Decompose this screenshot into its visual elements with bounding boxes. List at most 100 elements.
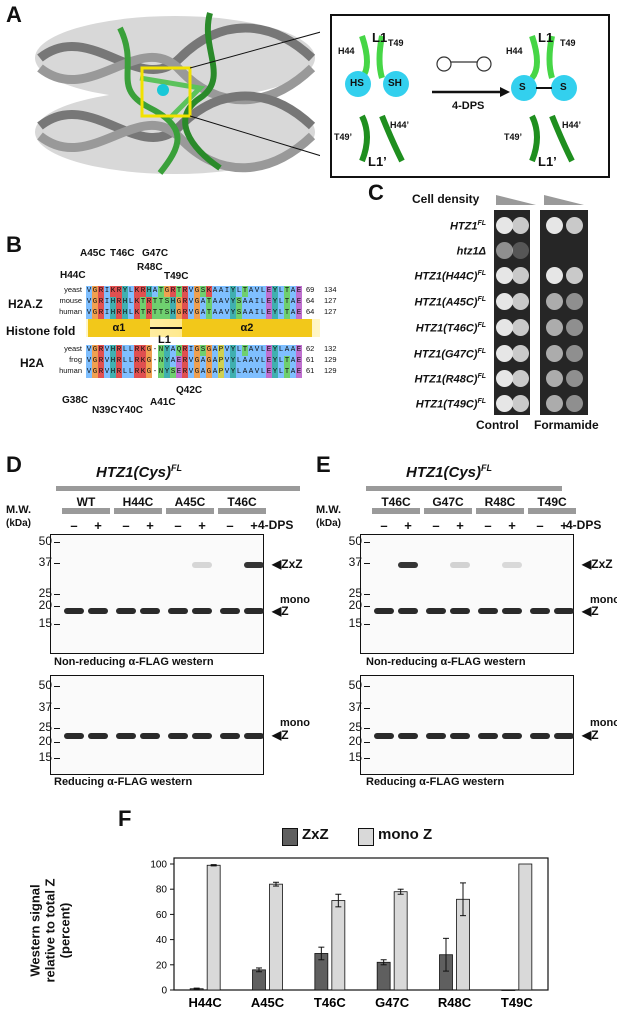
minus-label: – [174, 518, 182, 533]
strain-label: HTZ1(G47C)FL [336, 348, 486, 361]
bar-monoz [393, 891, 408, 991]
mono-z-band-reduced [64, 733, 84, 739]
colony-spot [546, 345, 563, 362]
mutation-label-y40c: Y40C [118, 405, 144, 416]
mw-marker-label: 50 [348, 534, 362, 548]
colony-spot [566, 217, 583, 234]
strain-superscript: FL [477, 296, 486, 303]
strain-superscript: FL [477, 270, 486, 277]
mw-marker-tick [54, 686, 60, 687]
colony-spot [566, 395, 583, 412]
lane-label: T46C [381, 495, 411, 509]
mw-marker-tick [364, 594, 370, 595]
hs-label: HS [350, 78, 364, 89]
mw-marker-tick [364, 542, 370, 543]
mutation-label-r48c: R48C [137, 262, 163, 273]
mw-marker-tick [364, 742, 370, 743]
mono-z-band-reduced [554, 733, 574, 739]
colony-spot [566, 370, 583, 387]
mono-z-band-reduced [116, 733, 136, 739]
mw-marker-tick [54, 728, 60, 729]
cell-density-label: Cell density [412, 192, 480, 206]
z-arrow-label: ◀Z [272, 604, 289, 618]
zxz-label: ZxZ [281, 557, 303, 571]
z-arrow-label: ◀Z [582, 604, 599, 618]
plus-label: + [508, 518, 516, 533]
lane-group-bar [424, 508, 472, 514]
panel-e-reducing-caption: Reducing α-FLAG western [366, 776, 505, 788]
panel-e-title-text: HTZ1(Cys) [406, 464, 482, 481]
y-tick-label: 0 [161, 986, 167, 997]
zxz-band [450, 562, 470, 568]
h2a-label: H2A [20, 356, 45, 370]
panel-label-d: D [6, 452, 22, 477]
residue-total: 134 [324, 285, 337, 294]
plus-label: + [146, 518, 154, 533]
sequence: VGRVHRLLRKG-NYAQRIGSGAPVYLTAVLEYLAAE [86, 345, 302, 356]
mono-label: mono [590, 594, 617, 606]
strain-label: HTZ1FL [336, 220, 486, 233]
mw-marker-label: 37 [38, 555, 52, 569]
h2az-row: yeast VGRIKRYLKRHATGRTRVGSKAAIYLTAVLEYLT… [40, 285, 337, 297]
panel-d-reducing-blot [50, 675, 264, 775]
mono-z-band [502, 608, 522, 614]
mono-z-band [192, 608, 212, 614]
strain-name: HTZ1(T46C) [415, 322, 478, 335]
legend-monoz-label: mono Z [378, 826, 433, 843]
h44p-label-right: H44’ [562, 120, 582, 130]
sequence: VGRIKRYLKRHATGRTRVGSKAAIYLTAVLEYLTAE [86, 286, 302, 297]
plus-label: + [250, 518, 258, 533]
mw-marker-label: 20 [348, 598, 362, 612]
strain-superscript: FL [477, 322, 486, 329]
colony-spot [546, 293, 563, 310]
mutation-label-g38c: G38C [62, 395, 89, 406]
colony-spot [496, 370, 513, 387]
colony-spot [496, 293, 513, 310]
y-tick-label: 40 [156, 935, 168, 946]
colony-spot [566, 319, 583, 336]
colony-spot [546, 319, 563, 336]
lane-group-bar [218, 508, 266, 514]
lane-label: G47C [432, 495, 464, 509]
h44-label-right: H44 [506, 46, 523, 56]
density-wedge-formamide [544, 195, 584, 205]
colony-spot [512, 370, 529, 387]
lane-label: T49C [537, 495, 567, 509]
panel-e-title-sup: FL [481, 463, 493, 473]
mw-marker-tick [54, 606, 60, 607]
colony-spot [496, 217, 513, 234]
plus-label: + [560, 518, 568, 533]
strain-name: HTZ1(A45C) [414, 296, 478, 309]
mw-marker-tick [364, 563, 370, 564]
mw-marker-label: 25 [348, 586, 362, 600]
mw-marker-label-reduced: 15 [348, 750, 362, 764]
loop-l1p-label-right: L1’ [538, 154, 557, 169]
colony-spot [512, 395, 529, 412]
mw-marker-label: 15 [348, 616, 362, 630]
residue-total: 127 [324, 307, 337, 316]
strain-label: HTZ1(T49C)FL [336, 398, 486, 411]
t49p-label-right: T49’ [504, 132, 523, 142]
lane-group-bar [114, 508, 162, 514]
mono-z-band-reduced [502, 733, 522, 739]
mono-z-band [88, 608, 108, 614]
mono-z-band [64, 608, 84, 614]
residue-total: 132 [324, 344, 337, 353]
h2a-row: human VGRVHRLLRKG-NYSERVGAGAPVYLAAVLEYLT… [40, 366, 337, 378]
mw-marker-label: 37 [348, 555, 362, 569]
z-label: Z [591, 728, 599, 742]
lane-group-bar [476, 508, 524, 514]
colony-spot [566, 345, 583, 362]
panel-label-e: E [316, 452, 331, 477]
mono-z-band-reduced [192, 733, 212, 739]
colony-spot [496, 267, 513, 284]
colony-spot [496, 345, 513, 362]
mono-label-reduced: mono [590, 717, 617, 729]
mono-z-band-reduced [478, 733, 498, 739]
mw-marker-tick [364, 624, 370, 625]
zxz-arrow-label: ◀ZxZ [272, 557, 303, 571]
sh-label: SH [388, 78, 402, 89]
z-arrow-label-reduced: ◀Z [582, 728, 599, 742]
mw-marker-tick [54, 594, 60, 595]
